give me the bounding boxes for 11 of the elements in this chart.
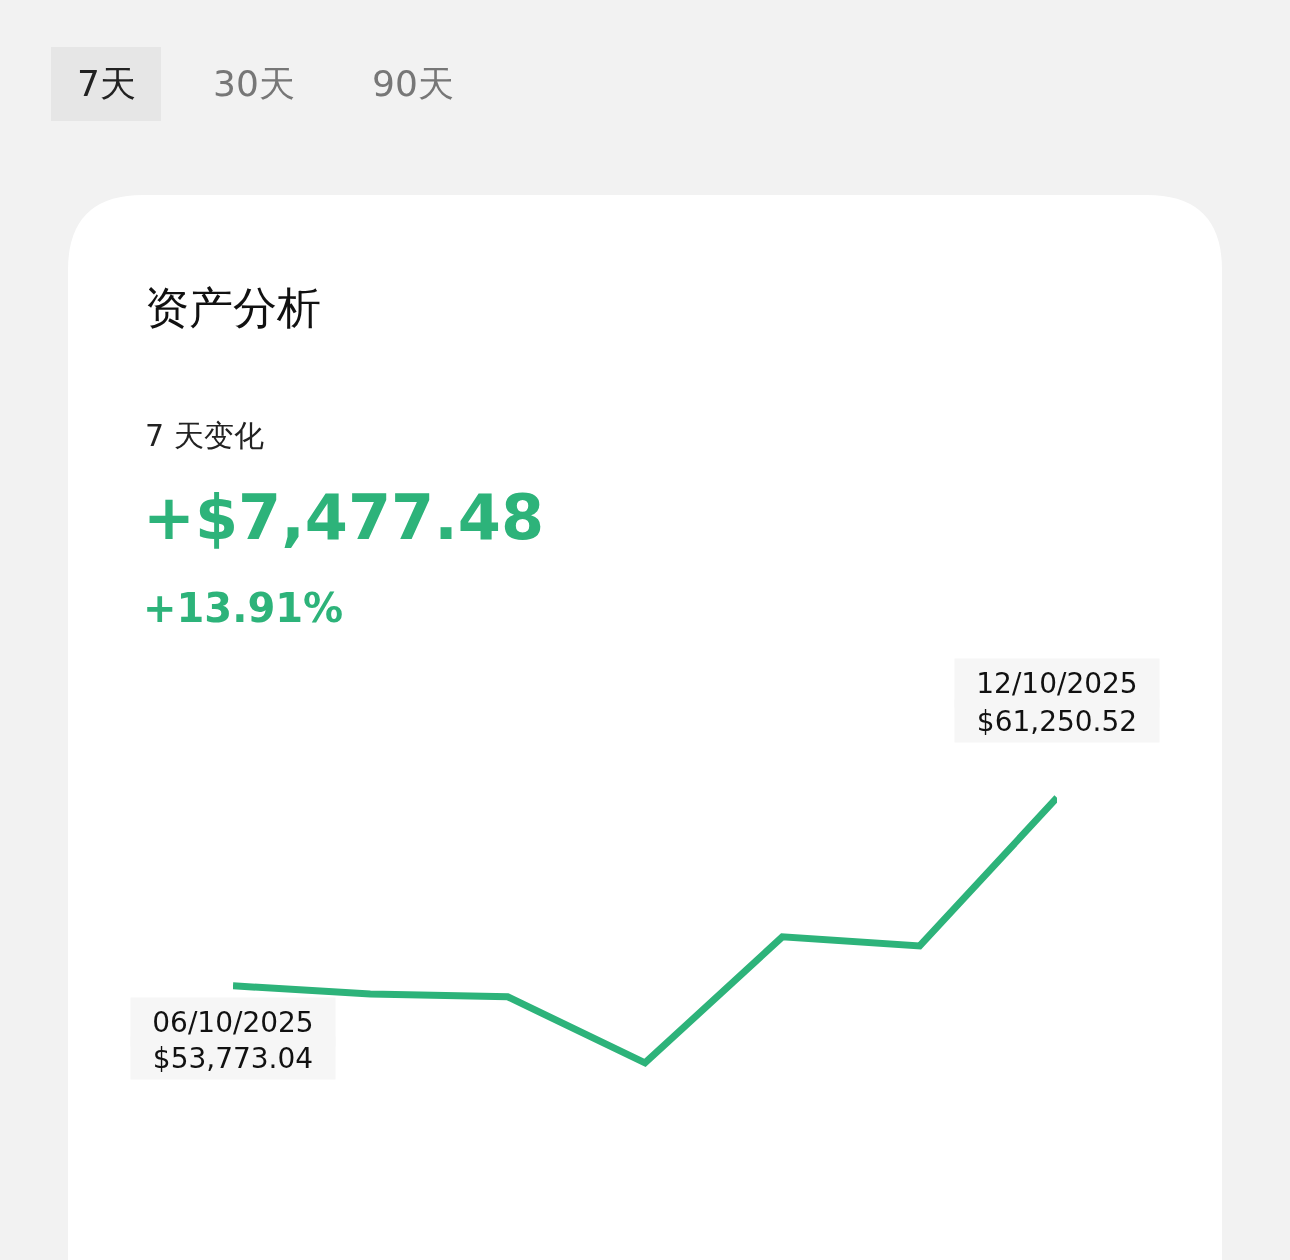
text: +13.91% xyxy=(143,585,344,631)
text: 90天 xyxy=(372,63,454,104)
text: 12/10/2025 xyxy=(976,666,1138,700)
data-label: $53,773.04 xyxy=(152,1041,314,1075)
data-label: $61,250.52 xyxy=(976,704,1138,738)
chart-title: 资产分析 xyxy=(145,282,321,333)
chart-subtitle: 7 天变化 xyxy=(145,418,264,453)
text: +$7,477.48 xyxy=(143,481,545,554)
text: 7天 xyxy=(77,63,136,104)
annotation: 06/10/2025 xyxy=(152,1005,314,1039)
text: 30天 xyxy=(213,63,295,104)
